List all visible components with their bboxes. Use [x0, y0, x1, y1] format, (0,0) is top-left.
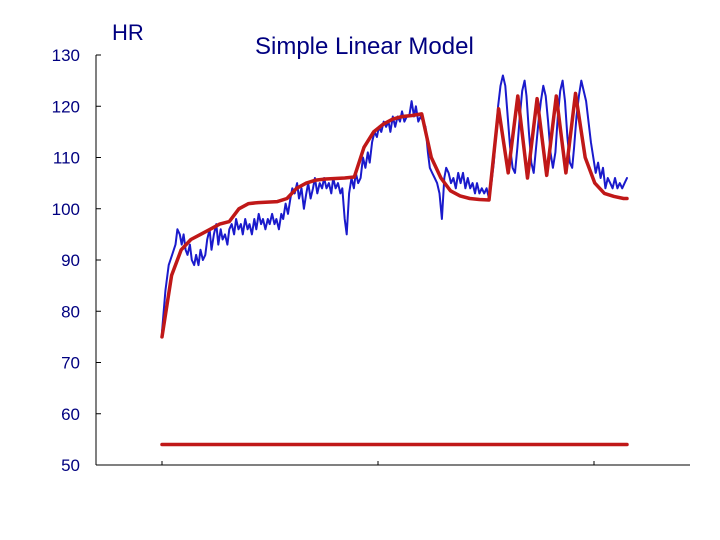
y-axis-label: HR: [112, 20, 144, 45]
y-tick-label: 90: [61, 251, 80, 270]
y-tick-label: 50: [61, 456, 80, 475]
chart-title: Simple Linear Model: [255, 33, 474, 60]
y-tick-label: 100: [52, 200, 80, 219]
y-tick-label: 80: [61, 302, 80, 321]
y-tick-label: 110: [53, 149, 80, 168]
series-group: [160, 74, 629, 447]
y-tick-label: 130: [52, 46, 80, 65]
y-tick-label: 60: [61, 405, 80, 424]
y-tick-label: 70: [61, 354, 80, 373]
series-line-model: [160, 91, 629, 339]
series-line-observed: [161, 74, 628, 333]
y-tick-label: 120: [52, 97, 80, 116]
y-tick-labels: 130 120 110 100 90 80 70 60 50: [52, 46, 101, 475]
